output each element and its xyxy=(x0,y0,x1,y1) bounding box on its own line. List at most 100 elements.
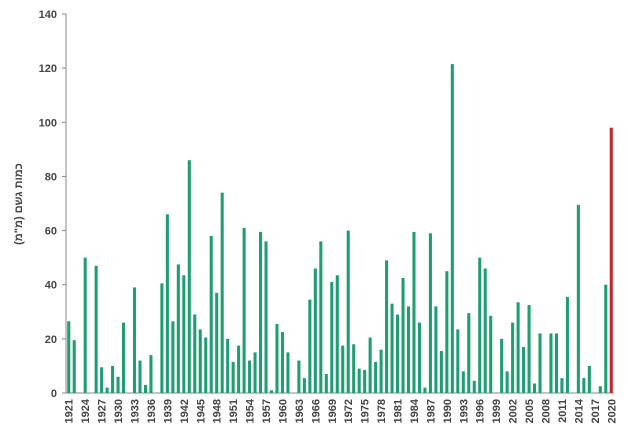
bar xyxy=(483,268,487,393)
x-tick-label: 1987 xyxy=(425,399,437,423)
bar xyxy=(609,127,613,393)
bar xyxy=(549,333,553,393)
bar xyxy=(428,233,432,393)
bar xyxy=(72,340,76,393)
bar xyxy=(335,275,339,393)
bar xyxy=(439,351,443,393)
bar xyxy=(253,352,257,393)
bar xyxy=(533,383,537,393)
x-tick-label: 1966 xyxy=(310,399,322,423)
bar xyxy=(554,333,558,393)
x-tick-label: 2014 xyxy=(573,398,585,423)
x-tick-label: 1945 xyxy=(195,399,207,423)
bar xyxy=(280,332,284,393)
bar xyxy=(275,323,279,393)
bar xyxy=(598,386,602,393)
bar xyxy=(171,321,175,393)
bar xyxy=(461,371,465,393)
bar xyxy=(138,360,142,393)
x-tick-label: 1936 xyxy=(146,399,158,423)
bar xyxy=(324,374,328,393)
bar xyxy=(368,337,372,393)
bar xyxy=(565,296,569,393)
bar xyxy=(357,368,361,393)
x-tick-label: 1981 xyxy=(393,399,405,423)
bar xyxy=(182,275,186,393)
bar xyxy=(187,160,191,393)
bar xyxy=(116,376,120,393)
bar xyxy=(363,369,367,393)
bar xyxy=(132,287,137,393)
y-tick-label: 100 xyxy=(39,117,57,129)
bar xyxy=(264,241,268,393)
bar xyxy=(259,231,263,393)
bar xyxy=(516,302,520,393)
bar xyxy=(100,367,104,393)
bar xyxy=(286,352,290,393)
x-tick-label: 1990 xyxy=(442,399,454,423)
x-tick-label: 1993 xyxy=(458,399,470,423)
bar xyxy=(330,282,334,393)
x-tick-label: 2020 xyxy=(606,399,618,423)
bar xyxy=(209,235,213,393)
bar xyxy=(176,264,180,393)
bar xyxy=(434,306,438,393)
bar xyxy=(582,378,586,393)
bar xyxy=(111,365,115,393)
y-tick-label: 140 xyxy=(39,9,57,21)
bar xyxy=(215,292,219,393)
x-tick-label: 1969 xyxy=(327,399,339,423)
bar xyxy=(604,284,608,393)
x-tick-label: 1948 xyxy=(212,399,224,423)
x-tick-label: 1957 xyxy=(261,399,273,423)
bar xyxy=(538,333,542,393)
bar xyxy=(204,337,208,393)
bar xyxy=(527,305,531,393)
bar xyxy=(374,361,378,393)
bar xyxy=(346,230,350,393)
bar xyxy=(198,329,202,393)
bar xyxy=(341,345,345,393)
bar xyxy=(94,265,98,393)
x-tick-label: 1942 xyxy=(179,399,191,423)
bar xyxy=(385,260,389,393)
y-tick-label: 80 xyxy=(45,171,57,183)
bar xyxy=(297,360,301,393)
x-tick-label: 1933 xyxy=(130,399,142,423)
bar xyxy=(379,349,383,393)
bar xyxy=(149,355,153,393)
y-tick-label: 40 xyxy=(45,280,57,292)
x-tick-label: 1927 xyxy=(97,399,109,423)
bar xyxy=(308,299,312,393)
x-tick-label: 2005 xyxy=(524,399,536,423)
x-tick-label: 2017 xyxy=(590,399,602,423)
bar xyxy=(450,64,454,393)
x-tick-label: 1984 xyxy=(409,398,421,423)
bar xyxy=(423,387,427,393)
bar xyxy=(193,314,197,393)
x-tick-label: 1930 xyxy=(113,399,125,423)
y-tick-label: 60 xyxy=(45,226,57,238)
bar xyxy=(122,322,126,393)
x-tick-label: 2008 xyxy=(541,399,553,423)
bar xyxy=(352,344,356,393)
bar xyxy=(67,321,71,393)
x-tick-label: 1951 xyxy=(228,399,240,423)
bar xyxy=(560,378,564,393)
bar xyxy=(302,378,306,393)
bar xyxy=(472,380,476,393)
bar xyxy=(417,322,421,393)
bar xyxy=(390,303,394,393)
x-tick-label: 2002 xyxy=(508,399,520,423)
y-tick-label: 20 xyxy=(45,334,57,346)
bar xyxy=(231,361,235,393)
x-tick-label: 1963 xyxy=(294,399,306,423)
x-tick-label: 1924 xyxy=(80,398,92,423)
y-tick-label: 0 xyxy=(51,388,57,400)
x-tick-label: 1954 xyxy=(245,398,257,423)
bar xyxy=(505,371,509,393)
bar xyxy=(248,360,252,393)
bar xyxy=(220,192,224,393)
x-tick-label: 1939 xyxy=(162,399,174,423)
bar xyxy=(467,313,471,393)
